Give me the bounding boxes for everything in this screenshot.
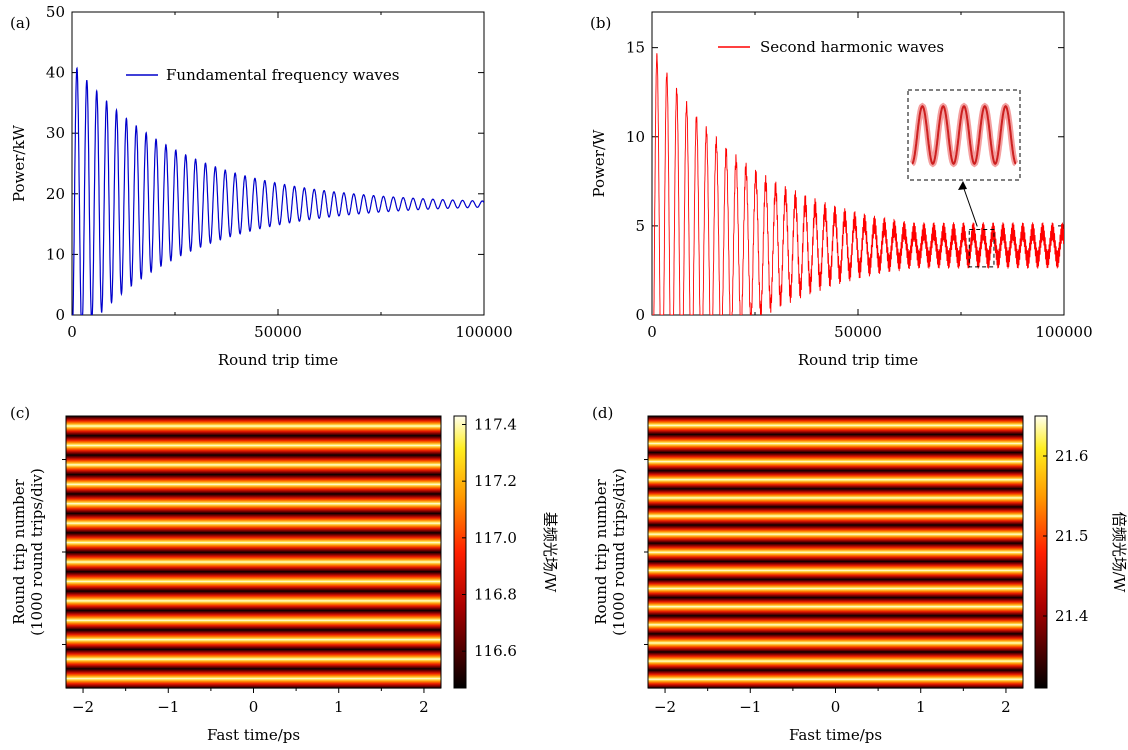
colorbar-tick-label: 21.4 [1055,607,1088,625]
heatmap-band [648,543,1023,562]
x-tick-label: 2 [419,698,429,716]
heatmap-band [66,435,441,455]
y-tick-label: 30 [46,124,65,142]
panel-label: (d) [592,404,613,422]
panel-b: 0 50000 100000 0 5 10 15 Round trip time Power/W… [590,12,1093,369]
heatmap-band [648,579,1023,598]
y-tick-label: 40 [46,64,65,82]
inset-arrowhead [958,181,967,190]
heatmap-band [648,507,1023,526]
heatmap-band [648,652,1023,671]
panel-label: (c) [10,404,30,422]
y-tick-label: 10 [626,128,645,146]
panel-c: −2 −1 0 1 2 Fast time/ps Round trip number (100… [10,404,559,744]
panel-a: 0 50000 100000 0 10 20 30 40 50 Round trip time Po… [10,3,513,369]
legend-label: Second harmonic waves [760,38,944,56]
series-line [72,68,484,315]
y-axis-label-2: (1000 round trips/div) [28,468,46,636]
colorbar [454,416,466,688]
y-tick-label: 20 [46,185,65,203]
colorbar-label: 倍频光场/W [1110,512,1128,593]
heatmap-band [66,455,441,475]
colorbar-tick-label: 116.8 [474,586,517,604]
colorbar-tick-label: 117.2 [474,472,517,490]
inset-arrow [963,186,977,226]
colorbar-label: 基频光场/W [541,512,559,593]
heatmap-band [648,597,1023,616]
x-tick-label: 1 [916,698,926,716]
heatmap-band [648,670,1023,689]
heatmap-band [648,634,1023,653]
x-tick-label: 2 [1001,698,1011,716]
x-axis-label: Round trip time [218,351,338,369]
colorbar-tick-label: 117.4 [474,416,517,434]
heatmap-band [648,489,1023,508]
x-axis-label: Fast time/ps [207,726,300,744]
panel-label: (a) [10,14,31,32]
x-tick-label: −1 [739,698,761,716]
heatmap-band [66,610,441,630]
colorbar-tick-label: 117.0 [474,529,517,547]
x-axis-label: Fast time/ps [789,726,882,744]
y-tick-label: 5 [635,217,645,235]
y-axis-label: Power/kW [10,124,28,202]
heatmap-band [648,416,1023,435]
heatmap-band [648,615,1023,634]
x-tick-label: 100000 [1035,323,1092,341]
colorbar [1035,416,1047,688]
heatmap-band [66,571,441,591]
heatmap-band [66,474,441,494]
x-tick-label: 0 [67,323,77,341]
heatmap-band [66,591,441,611]
x-axis-label: Round trip time [798,351,918,369]
heatmap-band [66,669,441,689]
heatmap-band [66,649,441,669]
x-tick-label: 0 [647,323,657,341]
y-axis-label: Power/W [590,129,608,197]
y-axis-label: Round trip number [10,478,28,624]
heatmap-band [66,533,441,553]
panel-d: −2 −1 0 1 2 Fast time/ps Round trip number (100… [592,404,1128,744]
panel-label: (b) [590,14,611,32]
heatmap-band [66,630,441,650]
x-tick-label: 50000 [254,323,302,341]
x-tick-label: −1 [157,698,179,716]
y-tick-label: 10 [46,245,65,263]
x-tick-label: −2 [72,698,94,716]
heatmap-band [648,561,1023,580]
y-tick-label: 50 [46,3,65,21]
heatmap-band [66,494,441,514]
x-tick-label: 0 [831,698,841,716]
legend-label: Fundamental frequency waves [166,66,399,84]
x-tick-label: 50000 [834,323,882,341]
x-tick-label: 1 [334,698,344,716]
heatmap-band [648,525,1023,544]
heatmap-band [66,513,441,533]
colorbar-tick-label: 21.5 [1055,527,1088,545]
heatmap-band [648,452,1023,471]
y-axis-label-2: (1000 round trips/div) [610,468,628,636]
y-tick-label: 15 [626,39,645,57]
x-tick-label: 0 [249,698,259,716]
heatmap-band [648,470,1023,489]
x-tick-label: −2 [654,698,676,716]
colorbar-tick-label: 21.6 [1055,447,1088,465]
x-tick-label: 100000 [455,323,512,341]
y-tick-label: 0 [55,306,65,324]
heatmap-band [66,416,441,436]
heatmap-band [648,434,1023,453]
y-axis-label: Round trip number [592,478,610,624]
heatmap-band [66,552,441,572]
plot-frame [72,12,484,315]
y-tick-label: 0 [635,306,645,324]
colorbar-tick-label: 116.6 [474,642,517,660]
